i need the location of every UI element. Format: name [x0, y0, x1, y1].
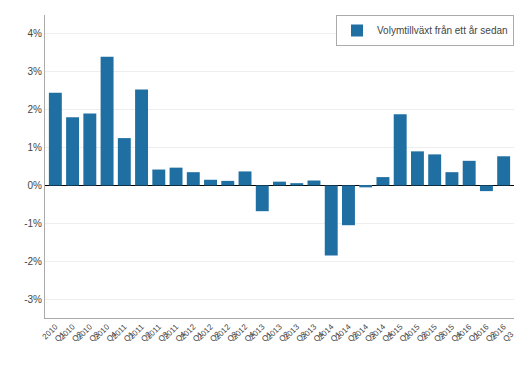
- svg-text:2014Q4: 2014Q4: [368, 322, 395, 349]
- svg-text:0%: 0%: [28, 180, 43, 191]
- svg-text:-3%: -3%: [24, 294, 42, 305]
- svg-text:2012Q2: 2012Q2: [196, 322, 223, 349]
- svg-text:2010Q2: 2010Q2: [58, 322, 85, 349]
- svg-text:2013Q4: 2013Q4: [299, 322, 326, 349]
- svg-text:2011Q2: 2011Q2: [127, 322, 153, 348]
- svg-text:2015Q2: 2015Q2: [403, 322, 430, 349]
- svg-text:Volymtillväxt från ett år seda: Volymtillväxt från ett år sedan: [377, 25, 508, 36]
- svg-text:2012Q1: 2012Q1: [179, 322, 206, 349]
- svg-text:2013Q3: 2013Q3: [282, 322, 309, 349]
- svg-text:2012Q3: 2012Q3: [213, 322, 240, 349]
- svg-text:2010Q3: 2010Q3: [75, 322, 102, 349]
- svg-text:2014Q3: 2014Q3: [351, 322, 378, 349]
- svg-text:2014Q2: 2014Q2: [334, 322, 361, 349]
- svg-text:2015Q1: 2015Q1: [385, 322, 412, 349]
- svg-text:2016Q1: 2016Q1: [454, 322, 481, 349]
- svg-text:2010Q1: 2010Q1: [41, 322, 68, 349]
- svg-text:2016Q2: 2016Q2: [472, 322, 499, 349]
- svg-text:2013Q2: 2013Q2: [265, 322, 292, 349]
- svg-text:2010Q4: 2010Q4: [92, 322, 119, 349]
- svg-text:2012Q4: 2012Q4: [230, 322, 257, 349]
- svg-text:-2%: -2%: [24, 256, 42, 267]
- svg-text:2011Q4: 2011Q4: [162, 322, 188, 348]
- svg-text:2011Q1: 2011Q1: [110, 322, 136, 348]
- svg-text:2016Q3: 2016Q3: [489, 322, 516, 349]
- svg-text:3%: 3%: [28, 66, 43, 77]
- svg-text:4%: 4%: [28, 28, 43, 39]
- svg-text:2015Q3: 2015Q3: [420, 322, 447, 349]
- svg-text:1%: 1%: [28, 142, 43, 153]
- svg-text:-1%: -1%: [24, 218, 42, 229]
- svg-text:2015Q4: 2015Q4: [437, 322, 464, 349]
- svg-text:2011Q3: 2011Q3: [145, 322, 171, 348]
- svg-text:2013Q1: 2013Q1: [248, 322, 275, 349]
- svg-text:2%: 2%: [28, 104, 43, 115]
- svg-text:2014Q1: 2014Q1: [317, 322, 344, 349]
